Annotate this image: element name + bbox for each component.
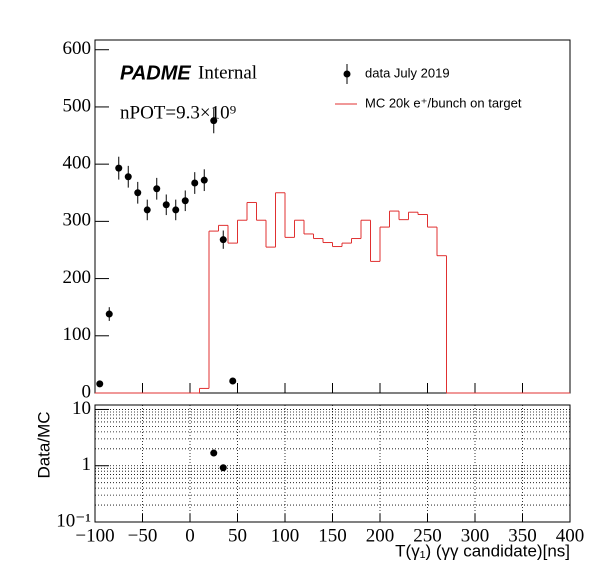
data-point [172,206,180,214]
legend-label: MC 20k e⁺/bunch on target [365,95,522,110]
data-point [229,377,237,385]
y-axis-label: Data/MC [34,411,53,478]
x-tick-label: 300 [461,525,490,546]
x-tick-label: 250 [413,525,442,546]
ratio-point [210,449,218,457]
data-point [96,380,104,388]
y-tick-label: 400 [63,153,92,174]
x-tick-label: 0 [185,525,195,546]
brand: PADME [120,62,191,84]
y-tick-label: 0 [82,381,92,402]
legend-label: data July 2019 [365,65,450,80]
y-tick-label: 10⁻¹ [56,510,91,531]
internal-label: Internal [198,62,257,83]
x-tick-label: −100 [75,525,114,546]
data-point [200,176,208,184]
y-tick-label: 100 [63,324,92,345]
data-point [162,201,170,209]
y-tick-label: 200 [63,267,92,288]
data-point [181,197,189,205]
x-tick-label: −50 [128,525,158,546]
y-tick-label: 10 [72,398,91,419]
x-tick-label: 200 [366,525,395,546]
data-point [153,185,161,193]
data-point [143,206,151,214]
y-tick-label: 500 [63,95,92,116]
x-tick-label: 400 [556,525,585,546]
data-point [115,164,123,172]
data-point [124,173,132,181]
npot-label: nPOT=9.3×10⁹ [120,102,237,123]
x-tick-label: 100 [271,525,300,546]
legend-marker [343,70,351,78]
data-point [105,310,113,318]
y-tick-label: 300 [63,210,92,231]
x-tick-label: 350 [508,525,537,546]
data-point [210,117,218,125]
x-axis-label: T(γ₁) (γγ candidate)[ns] [395,541,570,560]
x-tick-label: 150 [318,525,347,546]
x-tick-label: 50 [228,525,247,546]
data-point [191,179,199,187]
data-point [134,189,142,197]
y-tick-label: 1 [82,454,92,475]
data-point [219,236,227,244]
y-tick-label: 600 [63,38,92,59]
ratio-point [219,464,227,472]
